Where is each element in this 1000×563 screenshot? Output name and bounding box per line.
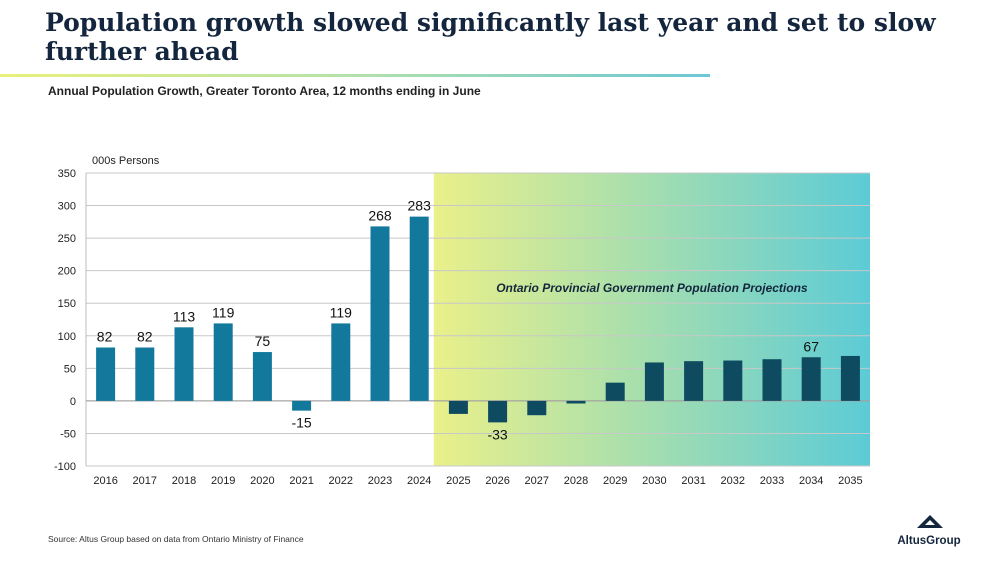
data-label-2019: 119 <box>212 304 235 320</box>
bar-2024 <box>409 216 429 401</box>
y-tick-label: 150 <box>58 298 76 310</box>
bar-2026 <box>488 400 508 423</box>
x-tick-label: 2029 <box>603 475 627 487</box>
chart-subtitle: Annual Population Growth, Greater Toront… <box>48 84 481 98</box>
data-label-2016: 82 <box>97 328 113 344</box>
logo-text: AltusGroup <box>897 535 961 547</box>
source-note: Source: Altus Group based on data from O… <box>48 534 304 544</box>
bar-2032 <box>723 360 743 401</box>
data-label-2023: 268 <box>368 207 392 223</box>
x-tick-label: 2023 <box>368 475 392 487</box>
data-label-2024: 283 <box>408 198 432 214</box>
data-label-2020: 75 <box>255 333 271 349</box>
bar-2025 <box>448 400 468 414</box>
bar-2034 <box>801 357 821 401</box>
x-tick-label: 2030 <box>642 475 666 487</box>
y-tick-label: 250 <box>58 233 76 245</box>
data-label-2017: 82 <box>137 328 153 344</box>
x-tick-label: 2027 <box>525 475 549 487</box>
bar-2028 <box>566 400 586 404</box>
title-underline <box>0 74 710 77</box>
x-tick-label: 2025 <box>446 475 470 487</box>
y-axis-unit-label: 000s Persons <box>92 155 160 167</box>
x-tick-label: 2031 <box>681 475 705 487</box>
x-tick-label: 2028 <box>564 475 588 487</box>
x-tick-label: 2016 <box>93 475 117 487</box>
data-label-2021: -15 <box>291 415 311 431</box>
x-tick-label: 2035 <box>838 475 862 487</box>
x-tick-label: 2022 <box>329 475 353 487</box>
bar-2033 <box>762 359 782 401</box>
x-tick-label: 2033 <box>760 475 784 487</box>
bar-2031 <box>684 361 704 401</box>
y-tick-label: 200 <box>58 266 76 278</box>
x-tick-label: 2032 <box>721 475 745 487</box>
y-tick-label: 350 <box>58 168 76 180</box>
bar-2022 <box>331 323 351 401</box>
bar-2017 <box>135 347 155 401</box>
bar-2019 <box>213 323 233 401</box>
x-tick-label: 2018 <box>172 475 196 487</box>
x-tick-label: 2034 <box>799 475 823 487</box>
bar-2020 <box>252 352 272 401</box>
bar-2016 <box>96 347 116 401</box>
bar-2030 <box>644 362 664 401</box>
data-label-2018: 113 <box>173 308 196 324</box>
bar-2018 <box>174 327 194 401</box>
y-tick-label: 50 <box>64 363 76 375</box>
bar-2035 <box>840 355 860 401</box>
bar-2027 <box>527 400 547 416</box>
x-tick-label: 2026 <box>485 475 509 487</box>
x-tick-label: 2019 <box>211 475 235 487</box>
y-tick-label: 100 <box>58 331 76 343</box>
bar-2021 <box>292 400 312 411</box>
bar-2029 <box>605 382 625 401</box>
x-tick-label: 2020 <box>250 475 274 487</box>
data-label-2034: 67 <box>803 338 819 354</box>
y-tick-label: 0 <box>70 396 76 408</box>
projection-annotation: Ontario Provincial Government Population… <box>496 281 808 295</box>
altus-triangle-icon <box>917 515 943 528</box>
bar-2023 <box>370 226 390 401</box>
x-tick-label: 2021 <box>289 475 313 487</box>
y-tick-label: -50 <box>60 428 76 440</box>
y-tick-label: -100 <box>54 461 76 473</box>
page-title: Population growth slowed significantly l… <box>45 8 936 66</box>
x-tick-label: 2024 <box>407 475 431 487</box>
data-label-2026: -33 <box>487 426 507 442</box>
x-tick-label: 2017 <box>133 475 157 487</box>
altus-group-logo: AltusGroup <box>884 515 974 555</box>
data-label-2022: 119 <box>330 304 353 320</box>
y-tick-label: 300 <box>58 201 76 213</box>
